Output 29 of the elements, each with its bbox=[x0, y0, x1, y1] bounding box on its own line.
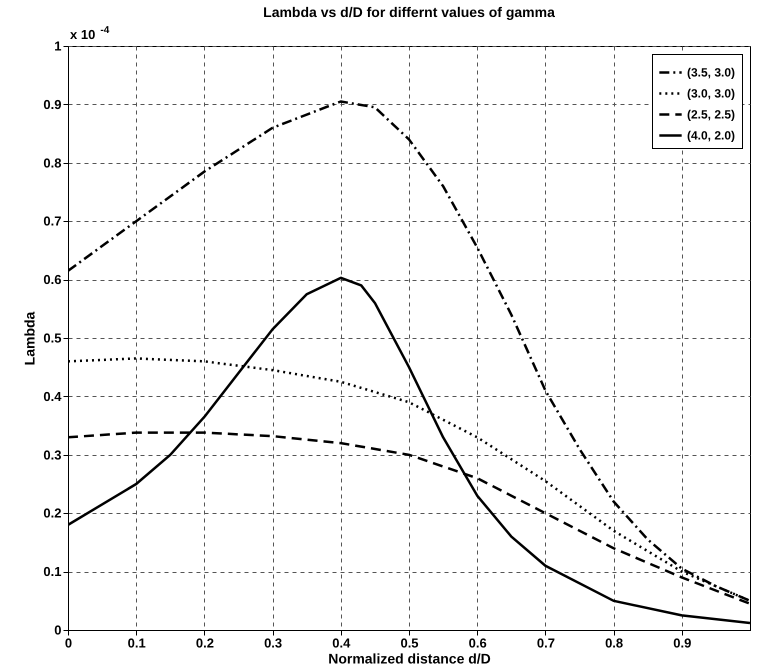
legend-label: (3.0, 3.0) bbox=[687, 86, 736, 100]
x-tick-label: 0.9 bbox=[673, 636, 692, 650]
y-tick-label: 0.2 bbox=[43, 506, 62, 521]
x-tick-label: 0 bbox=[64, 636, 72, 650]
y-axis-title: Lambda bbox=[21, 311, 38, 366]
legend-label: (2.5, 2.5) bbox=[687, 108, 736, 122]
x-tick-label: 0.6 bbox=[468, 636, 487, 650]
x-tick-label: 0.7 bbox=[536, 636, 555, 650]
y-tick-label: 0.4 bbox=[43, 388, 62, 404]
x-axis-title: Normalized distance d/D bbox=[328, 650, 491, 666]
y-tick-label: 1 bbox=[54, 38, 62, 54]
x-tick-label: 0.3 bbox=[264, 636, 282, 650]
x-tick-label: 0.5 bbox=[400, 636, 419, 650]
y-tick-label: 0.7 bbox=[43, 214, 62, 229]
text: x 10-4 bbox=[70, 25, 110, 42]
y-tick-label: 0 bbox=[54, 622, 62, 638]
x-tick-label: 0.8 bbox=[605, 636, 624, 650]
x-tick-label: 0.1 bbox=[128, 636, 146, 650]
x-tick-label: 0.4 bbox=[332, 636, 352, 650]
y-tick-label: 0.1 bbox=[43, 564, 62, 580]
y-tick-label: 0.6 bbox=[43, 272, 62, 288]
y-tick-label: 0.3 bbox=[43, 447, 62, 462]
legend-label: (4.0, 2.0) bbox=[687, 128, 736, 142]
x-tick-label: 0.2 bbox=[196, 636, 214, 650]
chart-title: Lambda vs d/D for differnt values of gamma bbox=[263, 4, 556, 20]
y-tick-label: 0.9 bbox=[43, 96, 62, 112]
y-tick-label: 0.5 bbox=[43, 330, 62, 346]
legend-label: (3.5, 3.0) bbox=[687, 66, 736, 80]
y-tick-label: 0.8 bbox=[43, 155, 62, 170]
